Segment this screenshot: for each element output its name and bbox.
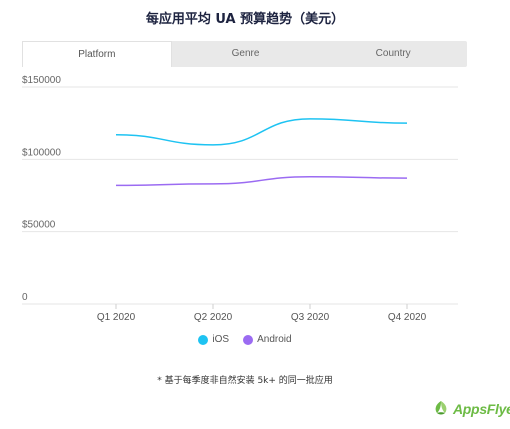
x-tick-label: Q1 2020 [97,312,136,323]
legend-item-ios[interactable]: iOS [198,334,229,345]
legend-label-android: Android [257,334,292,345]
legend-item-android[interactable]: Android [243,334,292,345]
y-tick-label: $100000 [22,147,61,158]
tab-country[interactable]: Country [375,48,411,59]
appsflyer-logo: AppsFlyer [432,400,510,418]
brand-name: AppsFlyer [453,401,510,417]
appsflyer-leaf-icon [435,401,447,415]
legend-marker-android [243,334,254,345]
tab-bar: Platform Genre Country [22,41,467,67]
legend-label-ios: iOS [212,334,230,345]
series-line-android [115,175,408,187]
x-tick-label: Q2 2020 [194,312,233,323]
y-tick-label: $150000 [22,75,61,86]
chart-title: 每应用平均 UA 预算趋势（美元） [145,12,345,27]
tab-genre[interactable]: Genre [231,48,260,59]
y-tick-label: $50000 [22,220,56,231]
tab-platform[interactable]: Platform [22,41,172,67]
line-chart: 0 $50000 $100000 $150000 Q1 2020 Q2 2020 Q3 20… [22,75,458,323]
y-tick-label: 0 [22,292,28,303]
x-tick-label: Q4 2020 [388,312,427,323]
series-line-ios [115,118,408,146]
footnote: * 基于每季度非自然安装 5k+ 的同一批应用 [157,376,333,386]
chart-legend: iOS Android [0,334,490,345]
x-tick-label: Q3 2020 [291,312,330,323]
legend-marker-ios [198,334,209,345]
